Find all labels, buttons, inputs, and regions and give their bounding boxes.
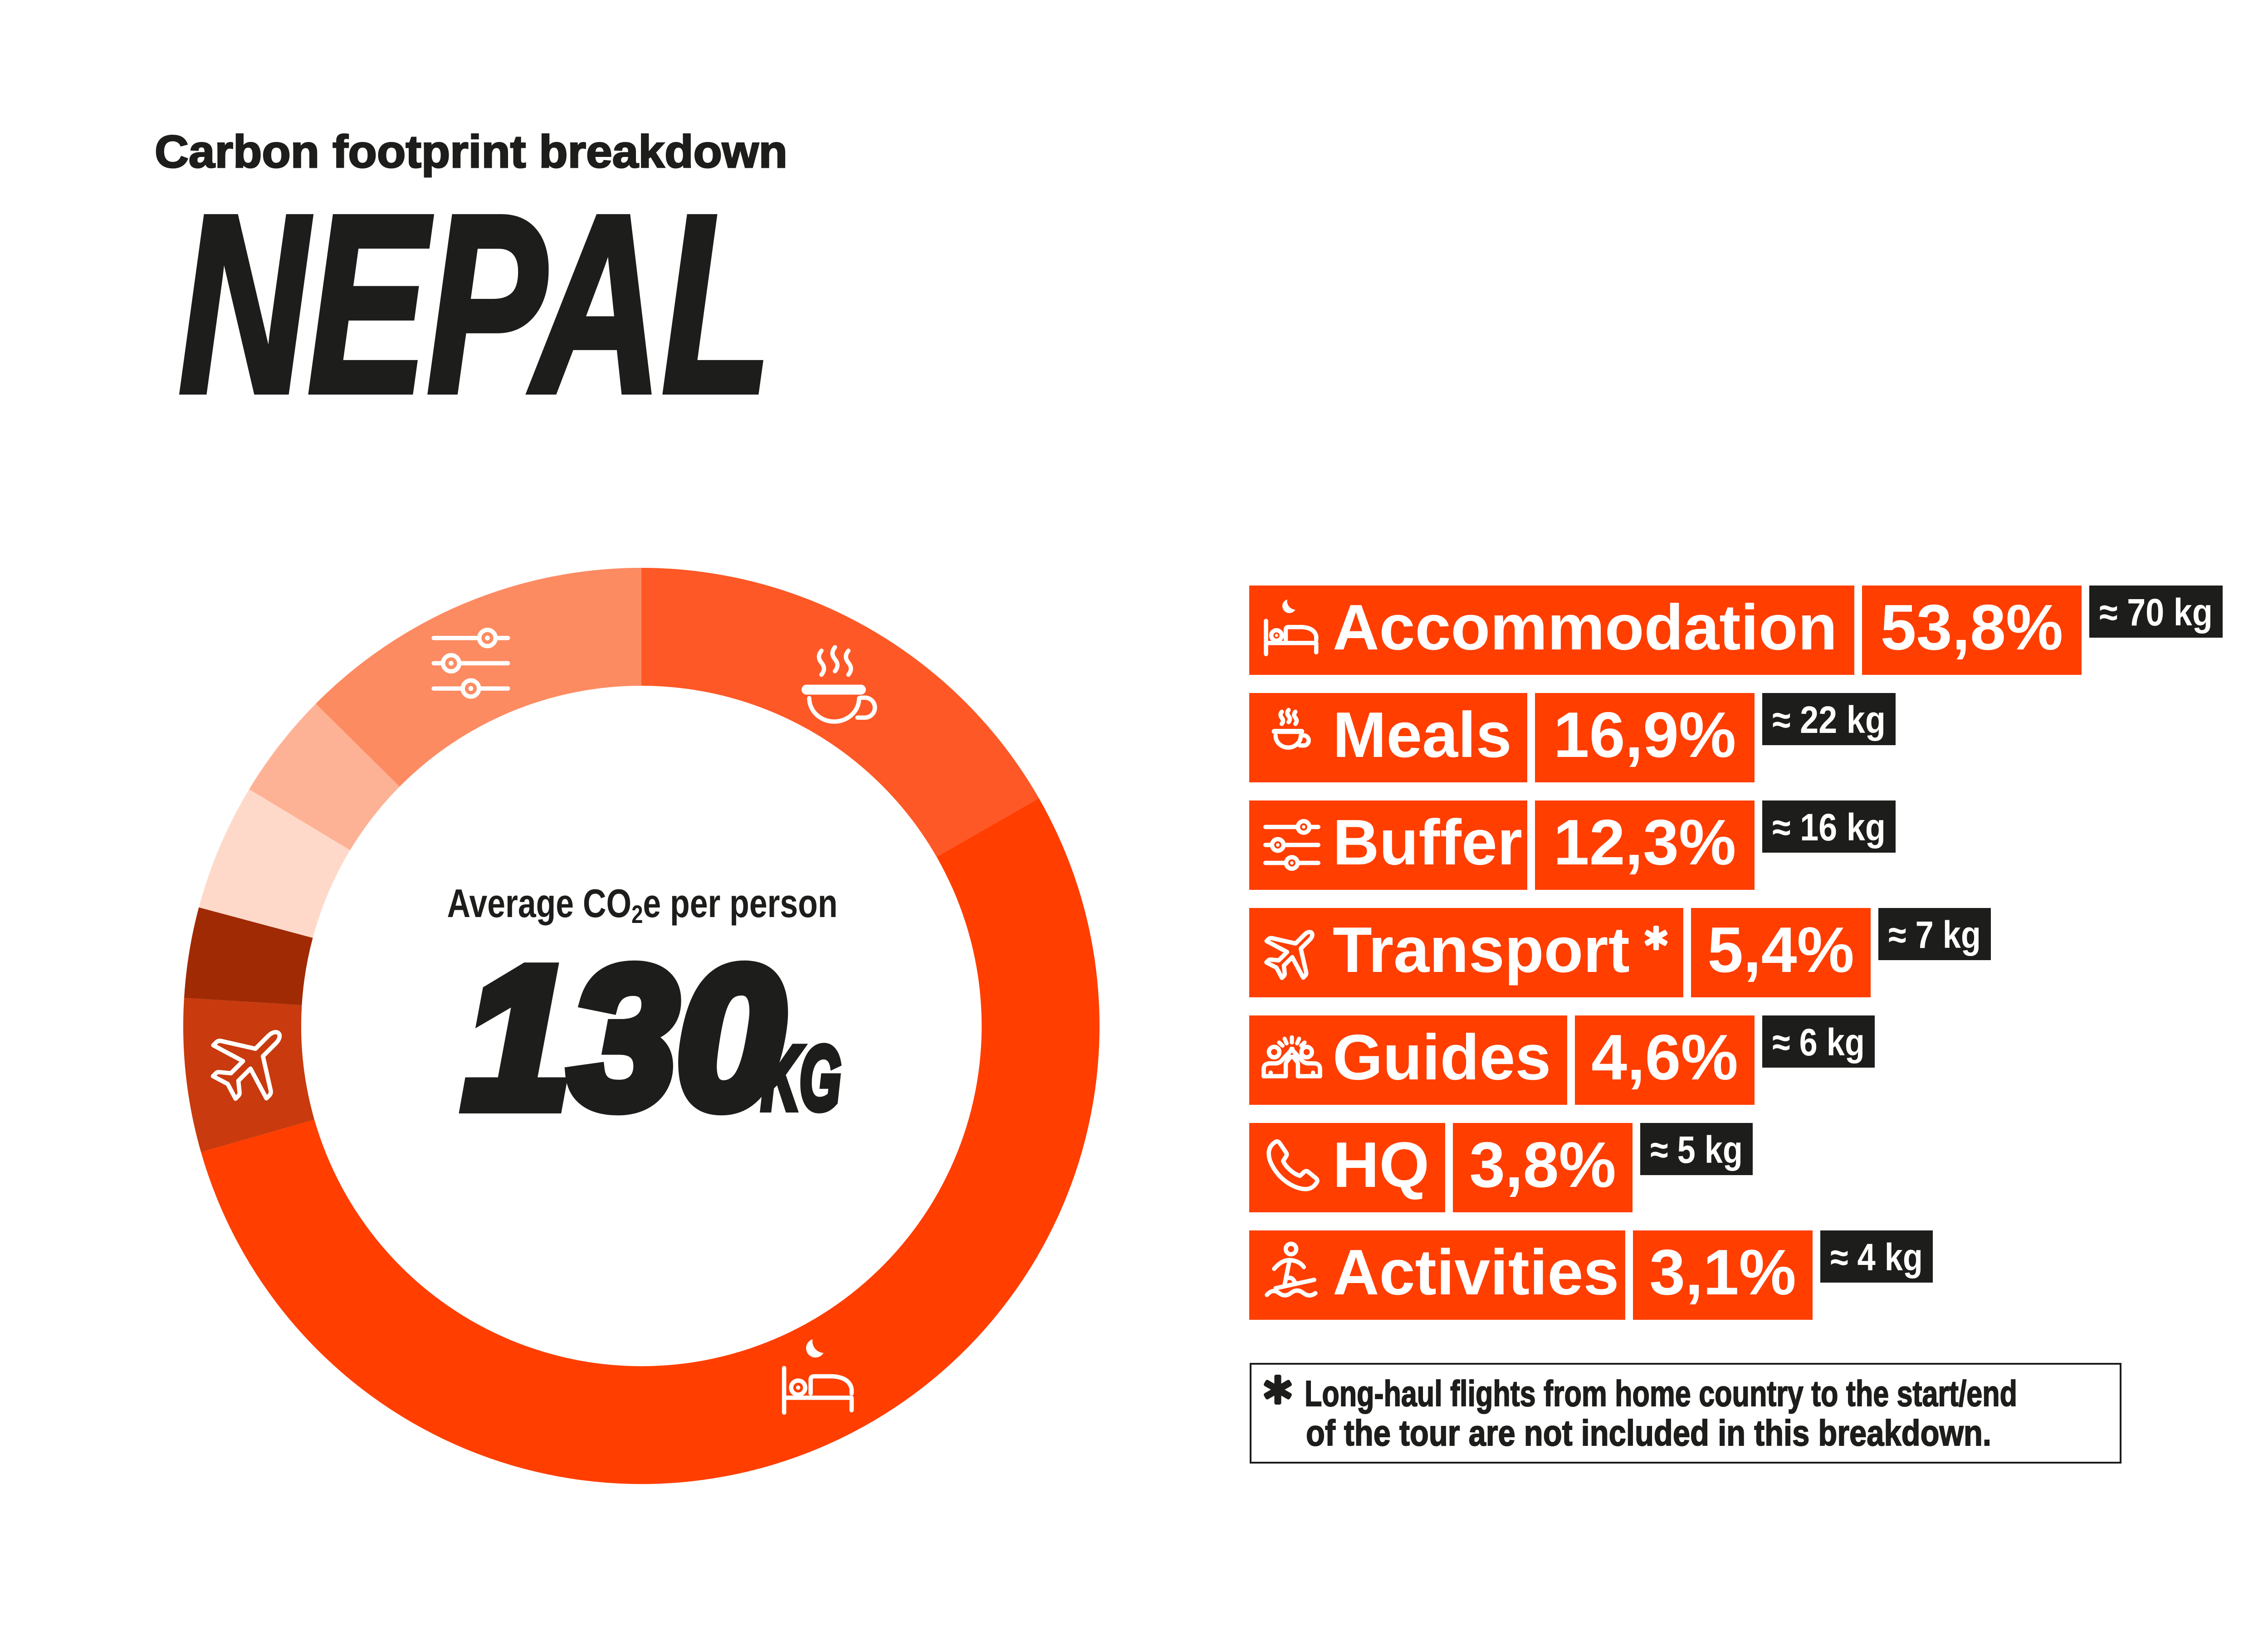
svg-text:Transport: Transport — [1333, 914, 1630, 986]
svg-text:Meals: Meals — [1333, 699, 1512, 771]
svg-text:5,4%: 5,4% — [1707, 914, 1854, 986]
svg-text:3,8%: 3,8% — [1469, 1129, 1616, 1201]
svg-text:NEPAL: NEPAL — [179, 163, 771, 445]
svg-text:≈ 22 kg: ≈ 22 kg — [1772, 698, 1886, 741]
svg-text:≈ 16 kg: ≈ 16 kg — [1772, 806, 1886, 849]
svg-text:Average CO2e per person: Average CO2e per person — [447, 881, 838, 928]
svg-text:130: 130 — [464, 927, 783, 1149]
svg-text:Carbon footprint breakdown: Carbon footprint breakdown — [155, 127, 787, 177]
svg-text:of the tour are not included i: of the tour are not included in this bre… — [1306, 1413, 1991, 1453]
svg-text:4,6%: 4,6% — [1591, 1021, 1738, 1093]
svg-text:12,3%: 12,3% — [1554, 806, 1736, 879]
svg-text:KG: KG — [761, 1028, 841, 1129]
svg-text:3,1%: 3,1% — [1649, 1236, 1796, 1308]
svg-text:Buffer: Buffer — [1333, 806, 1522, 879]
svg-text:53,8%: 53,8% — [1881, 591, 2063, 664]
svg-text:Long-haul flights from home co: Long-haul flights from home country to t… — [1305, 1373, 2017, 1414]
svg-text:≈ 6 kg: ≈ 6 kg — [1772, 1021, 1865, 1064]
svg-text:HQ: HQ — [1333, 1129, 1429, 1201]
svg-text:≈ 7 kg: ≈ 7 kg — [1888, 913, 1981, 956]
svg-text:Accommodation: Accommodation — [1333, 591, 1837, 664]
svg-text:Activities: Activities — [1333, 1236, 1619, 1308]
svg-text:≈ 70 kg: ≈ 70 kg — [2099, 591, 2213, 634]
svg-text:≈ 5 kg: ≈ 5 kg — [1650, 1128, 1743, 1171]
svg-text:16,9%: 16,9% — [1554, 699, 1736, 771]
svg-text:Guides: Guides — [1333, 1021, 1551, 1093]
svg-text:≈ 4 kg: ≈ 4 kg — [1830, 1236, 1923, 1279]
